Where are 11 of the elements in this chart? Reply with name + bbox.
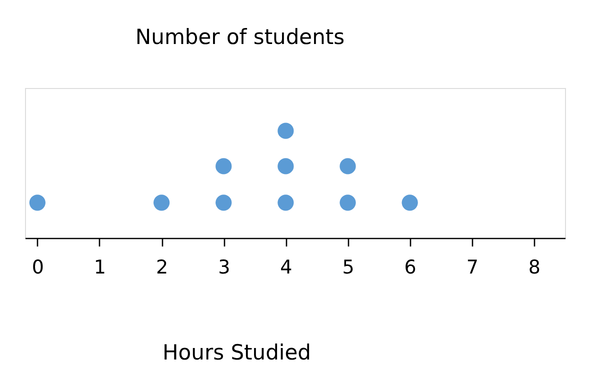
x-tick-label: 1: [94, 256, 106, 278]
chart-title: Number of students: [135, 25, 345, 49]
x-tick-label: 5: [342, 256, 354, 278]
x-tick-label: 3: [218, 256, 230, 278]
x-tick-label: 4: [280, 256, 292, 278]
x-tick-label: 0: [32, 256, 44, 278]
x-tick-label: 6: [404, 256, 416, 278]
x-axis-title: Hours Studied: [162, 340, 311, 364]
x-tick-label: 7: [466, 256, 478, 278]
x-tick-label: 8: [528, 256, 541, 278]
x-tick-label: 2: [156, 256, 168, 278]
